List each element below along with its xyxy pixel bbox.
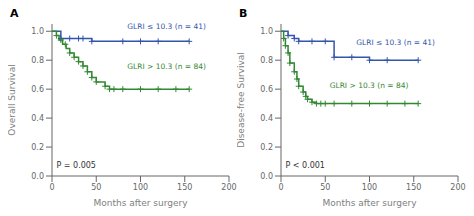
svg-text:GLRI > 10.3 (n = 84): GLRI > 10.3 (n = 84) [330, 81, 409, 90]
svg-text:GLRI > 10.3 (n = 84): GLRI > 10.3 (n = 84) [127, 62, 206, 71]
svg-text:200: 200 [450, 183, 465, 192]
svg-text:0.2: 0.2 [260, 143, 273, 152]
svg-text:100: 100 [362, 183, 377, 192]
svg-text:P < 0.001: P < 0.001 [285, 161, 325, 170]
html-text:B: B [239, 7, 248, 20]
svg-text:0.4: 0.4 [260, 114, 273, 123]
svg-text:0: 0 [278, 183, 283, 192]
svg-text:Overall Survival: Overall Survival [8, 64, 17, 135]
svg-text:0: 0 [49, 183, 54, 192]
svg-text:150: 150 [177, 183, 192, 192]
svg-text:Months after surgery: Months after surgery [93, 198, 188, 208]
svg-text:200: 200 [221, 183, 236, 192]
svg-text:0.8: 0.8 [31, 56, 44, 65]
svg-text:GLRI ≤ 10.3 (n = 41): GLRI ≤ 10.3 (n = 41) [127, 22, 206, 31]
svg-text:Disease-free Survival: Disease-free Survival [237, 52, 246, 148]
svg-text:0.0: 0.0 [31, 172, 44, 181]
svg-text:0.6: 0.6 [31, 85, 44, 94]
svg-text:0.2: 0.2 [31, 143, 44, 152]
svg-text:0.0: 0.0 [260, 172, 273, 181]
svg-text:0.8: 0.8 [260, 56, 273, 65]
svg-text:100: 100 [133, 183, 148, 192]
svg-text:Months after surgery: Months after surgery [322, 198, 417, 208]
svg-text:1.0: 1.0 [260, 27, 273, 36]
svg-text:P = 0.005: P = 0.005 [56, 161, 96, 170]
svg-text:150: 150 [406, 183, 421, 192]
svg-text:GLRI ≤ 10.3 (n = 41): GLRI ≤ 10.3 (n = 41) [356, 38, 435, 47]
svg-text:0.4: 0.4 [31, 114, 44, 123]
svg-text:0.6: 0.6 [260, 85, 273, 94]
html-text:A: A [10, 7, 19, 20]
svg-text:50: 50 [320, 183, 330, 192]
svg-text:1.0: 1.0 [31, 27, 44, 36]
svg-text:50: 50 [91, 183, 101, 192]
